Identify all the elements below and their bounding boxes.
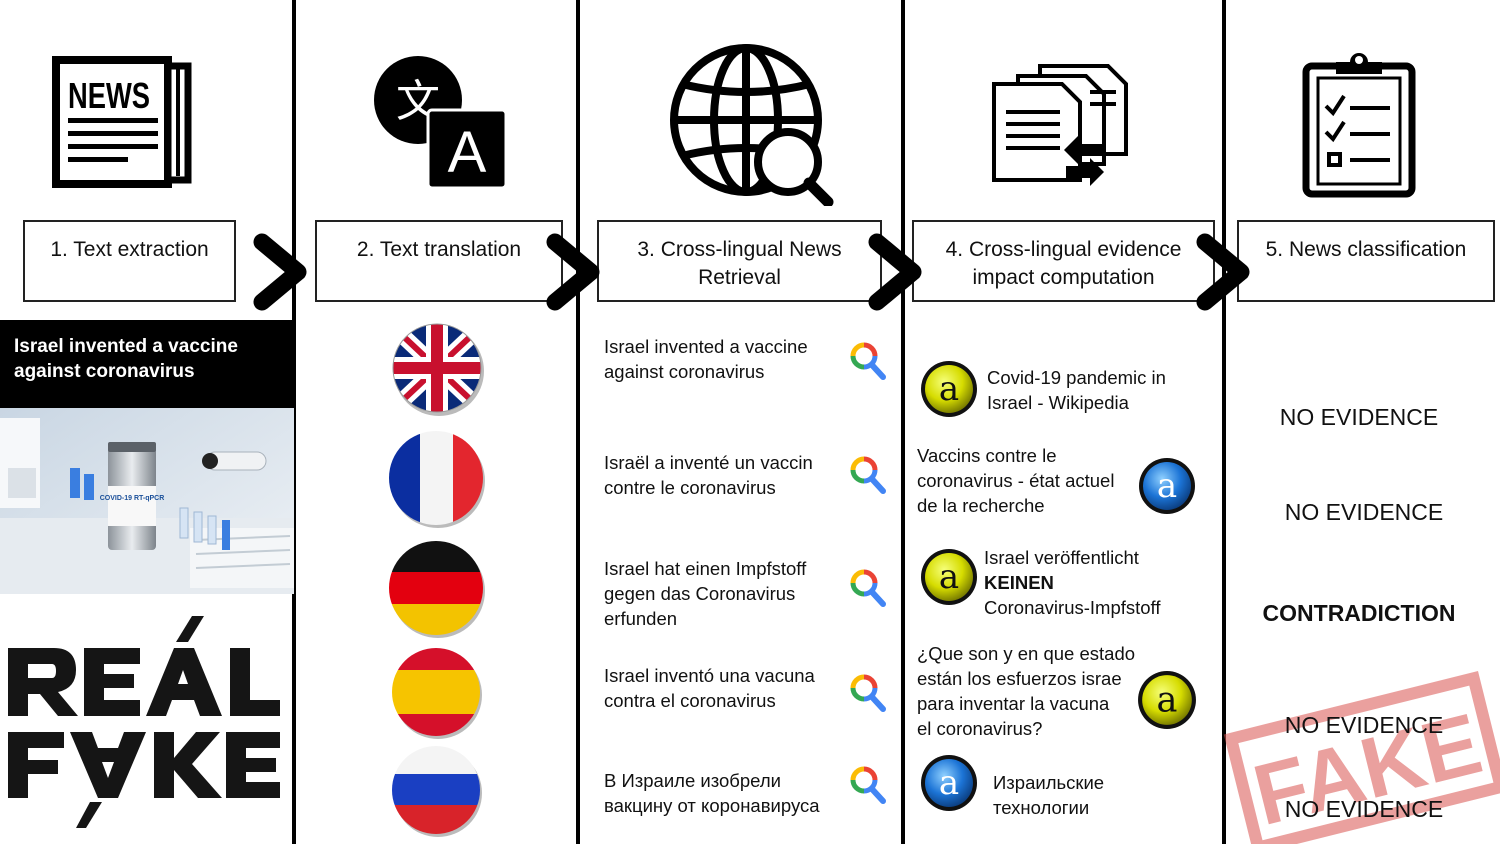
evidence-line: Vaccins contre le — [917, 445, 1057, 466]
vaccine-photo: COVID-19 RT-qPCR — [0, 408, 294, 594]
query-line: Israël a inventé un vaccin — [604, 452, 813, 473]
query-spanish: Israel inventó una vacuna contra el coro… — [604, 663, 815, 713]
chevron-right-icon — [1196, 233, 1250, 311]
evidence-russian: Израильские технологии — [993, 770, 1104, 820]
query-line: erfunden — [604, 608, 678, 629]
evidence-line: Coronavirus-Impfstoff — [984, 597, 1161, 618]
evidence-line: están los esfuerzos israe — [917, 668, 1122, 689]
search-icon — [850, 674, 886, 712]
chevron-right-icon — [253, 233, 307, 311]
step-1-box: 1. Text extraction — [23, 220, 236, 302]
classification-label: NO EVIDENCE — [1279, 404, 1439, 430]
query-line: Israel invented a vaccine — [604, 336, 808, 357]
step-2-box: 2. Text translation — [315, 220, 563, 302]
evidence-line: Israel - Wikipedia — [987, 392, 1129, 413]
query-line: contra el coronavirus — [604, 690, 776, 711]
vial-label-text: COVID-19 RT-qPCR — [100, 495, 165, 502]
chevron-right-icon — [868, 233, 922, 311]
column-divider-3 — [901, 0, 905, 844]
globe-search-icon — [670, 44, 834, 206]
evidence-english: Covid-19 pandemic in Israel - Wikipedia — [987, 365, 1166, 415]
evidence-line: Израильские — [993, 772, 1105, 793]
evidence-source-logo-icon: a — [1139, 458, 1195, 514]
query-line: gegen das Coronavirus — [604, 583, 796, 604]
real-fake-logo: REAL FAKE — [8, 616, 280, 828]
evidence-line: Israel veröffentlicht — [984, 547, 1139, 568]
chevron-right-icon — [546, 233, 600, 311]
step-4-label-line1: 4. Cross-lingual evidence — [945, 238, 1182, 261]
query-line: Israel inventó una vacuna — [604, 665, 815, 686]
step-4-label-line2: impact computation — [972, 266, 1155, 289]
evidence-french: Vaccins contre le coronavirus - état act… — [917, 443, 1114, 518]
logo-letter: a — [939, 369, 959, 409]
evidence-line: coronavirus - état actuel — [917, 470, 1115, 491]
evidence-german: Israel veröffentlicht KEINEN Coronavirus… — [984, 545, 1161, 620]
query-line: вакцину от коронавируса — [604, 795, 820, 816]
step-4-box: 4. Cross-lingual evidence impact computa… — [912, 220, 1215, 302]
logo-letter: a — [1157, 466, 1177, 506]
column-divider-4 — [1222, 0, 1226, 844]
fake-stamp: FAKE — [1223, 671, 1500, 844]
news-headline: Israel invented a vaccine against corona… — [0, 320, 294, 408]
query-line: Israel hat einen Impfstoff — [604, 558, 807, 579]
column-divider-1 — [292, 0, 296, 844]
query-line: against coronavirus — [604, 361, 765, 382]
step-3-label-line2: Retrieval — [698, 266, 781, 289]
russia-flag-icon — [392, 746, 482, 837]
query-german: Israel hat einen Impfstoff gegen das Cor… — [604, 556, 806, 631]
query-line: В Израиле изобрели — [604, 770, 781, 791]
search-icon — [850, 766, 886, 804]
translate-icon: 文 A — [374, 56, 508, 190]
clipboard-checklist-icon — [1302, 53, 1416, 198]
evidence-source-logo-icon: a — [921, 549, 977, 605]
evidence-line: para inventar la vacuna — [917, 693, 1110, 714]
evidence-line: ¿Que son y en que estado — [917, 643, 1136, 664]
evidence-line: el coronavirus? — [917, 718, 1043, 739]
evidence-line: de la recherche — [917, 495, 1045, 516]
step-3-label-line1: 3. Cross-lingual News — [637, 238, 842, 261]
classification-label: NO EVIDENCE — [1284, 796, 1444, 822]
classification-label: NO EVIDENCE — [1284, 499, 1444, 525]
newspaper-title-text: NEWS — [68, 75, 150, 116]
evidence-source-logo-icon: a — [921, 361, 977, 417]
step-2-label: 2. Text translation — [356, 238, 522, 261]
spain-flag-icon — [392, 648, 482, 739]
step-3-box: 3. Cross-lingual News Retrieval — [597, 220, 882, 302]
uk-flag-icon — [392, 323, 484, 416]
query-english: Israel invented a vaccine against corona… — [604, 334, 808, 384]
search-icon — [850, 569, 886, 607]
logo-letter: a — [939, 557, 959, 597]
query-russian: В Израиле изобрели вакцину от коронавиру… — [604, 768, 820, 818]
search-icon — [850, 456, 886, 494]
logo-letter: a — [1157, 679, 1178, 720]
step-5-label: 5. News classification — [1265, 238, 1467, 261]
translate-char-2: A — [448, 120, 487, 185]
documents-compare-icon — [992, 64, 1128, 186]
evidence-line-bold: KEINEN — [984, 572, 1054, 593]
step-1-label: 1. Text extraction — [50, 238, 209, 261]
evidence-line: технологии — [993, 797, 1090, 818]
query-line: contre le coronavirus — [604, 477, 776, 498]
classification-label-contradiction: CONTRADICTION — [1262, 600, 1456, 626]
france-flag-icon — [389, 431, 485, 528]
classification-label: NO EVIDENCE — [1284, 712, 1444, 738]
evidence-source-logo-icon: a — [921, 755, 977, 811]
query-french: Israël a inventé un vaccin contre le cor… — [604, 450, 813, 500]
column-divider-2 — [576, 0, 580, 844]
step-5-box: 5. News classification — [1237, 220, 1495, 302]
search-icon — [850, 342, 886, 380]
germany-flag-icon — [389, 541, 485, 638]
evidence-line: Covid-19 pandemic in — [987, 367, 1166, 388]
newspaper-icon: NEWS — [52, 56, 192, 188]
logo-letter: a — [939, 763, 959, 803]
evidence-spanish: ¿Que son y en que estado están los esfue… — [917, 641, 1137, 741]
evidence-source-logo-icon: a — [1138, 671, 1196, 729]
